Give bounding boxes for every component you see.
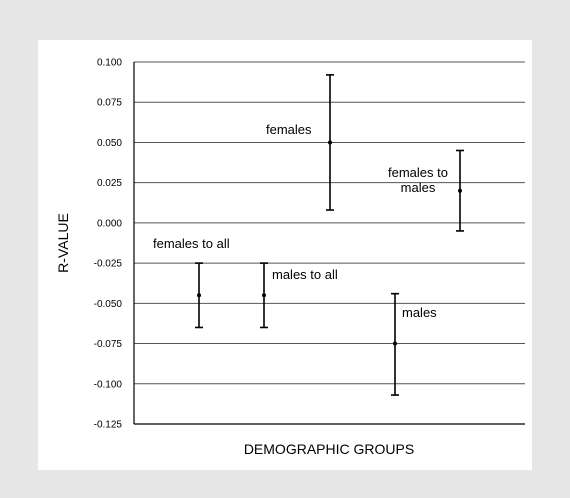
y-tick-label: 0.000 <box>97 218 122 229</box>
group-label: females to males <box>388 165 448 195</box>
y-tick-label: -0.025 <box>94 259 123 270</box>
group-label-line: males to all <box>272 267 338 282</box>
error-bar-group: females to males <box>388 149 464 232</box>
group-label-line: males <box>402 305 437 320</box>
x-axis-label: DEMOGRAPHIC GROUPS <box>244 441 414 457</box>
error-bar-group: females <box>266 74 334 211</box>
error-bar-group: males <box>391 292 437 396</box>
y-tick-label: -0.075 <box>94 339 123 350</box>
error-bar-point <box>393 341 397 346</box>
y-tick-labels: 0.100 0.075 0.050 0.025 0.000 -0.025 -0.050 -0.… <box>94 58 123 431</box>
error-bar-point <box>262 293 266 298</box>
group-label-line: females to all <box>153 236 230 251</box>
group-label: females <box>266 122 312 137</box>
error-bar-point <box>458 188 462 193</box>
y-tick-label: -0.100 <box>94 379 123 390</box>
y-tick-label: 0.075 <box>97 98 122 109</box>
group-label: males to all <box>272 267 338 282</box>
y-tick-label: 0.050 <box>97 138 122 149</box>
group-label: males <box>402 305 437 320</box>
group-label: females to all <box>153 236 230 251</box>
error-bar-point <box>197 293 201 298</box>
error-bar-chart: 0.100 0.075 0.050 0.025 0.000 -0.025 -0.050 -0.… <box>55 58 525 457</box>
group-label-line: females <box>266 122 312 137</box>
error-bar-group: females to all <box>153 236 230 329</box>
y-tick-label: 0.025 <box>97 178 122 189</box>
error-bar-point <box>328 140 332 145</box>
y-tick-label: -0.050 <box>94 299 123 310</box>
group-label-line: females to <box>388 165 448 180</box>
chart-panel: 0.100 0.075 0.050 0.025 0.000 -0.025 -0.050 -0.… <box>38 40 532 470</box>
y-axis-label: R-VALUE <box>55 213 71 273</box>
group-label-line: males <box>401 180 436 195</box>
y-tick-label: -0.125 <box>94 420 123 431</box>
error-bar-group: males to all <box>260 262 338 329</box>
y-tick-label: 0.100 <box>97 58 122 69</box>
